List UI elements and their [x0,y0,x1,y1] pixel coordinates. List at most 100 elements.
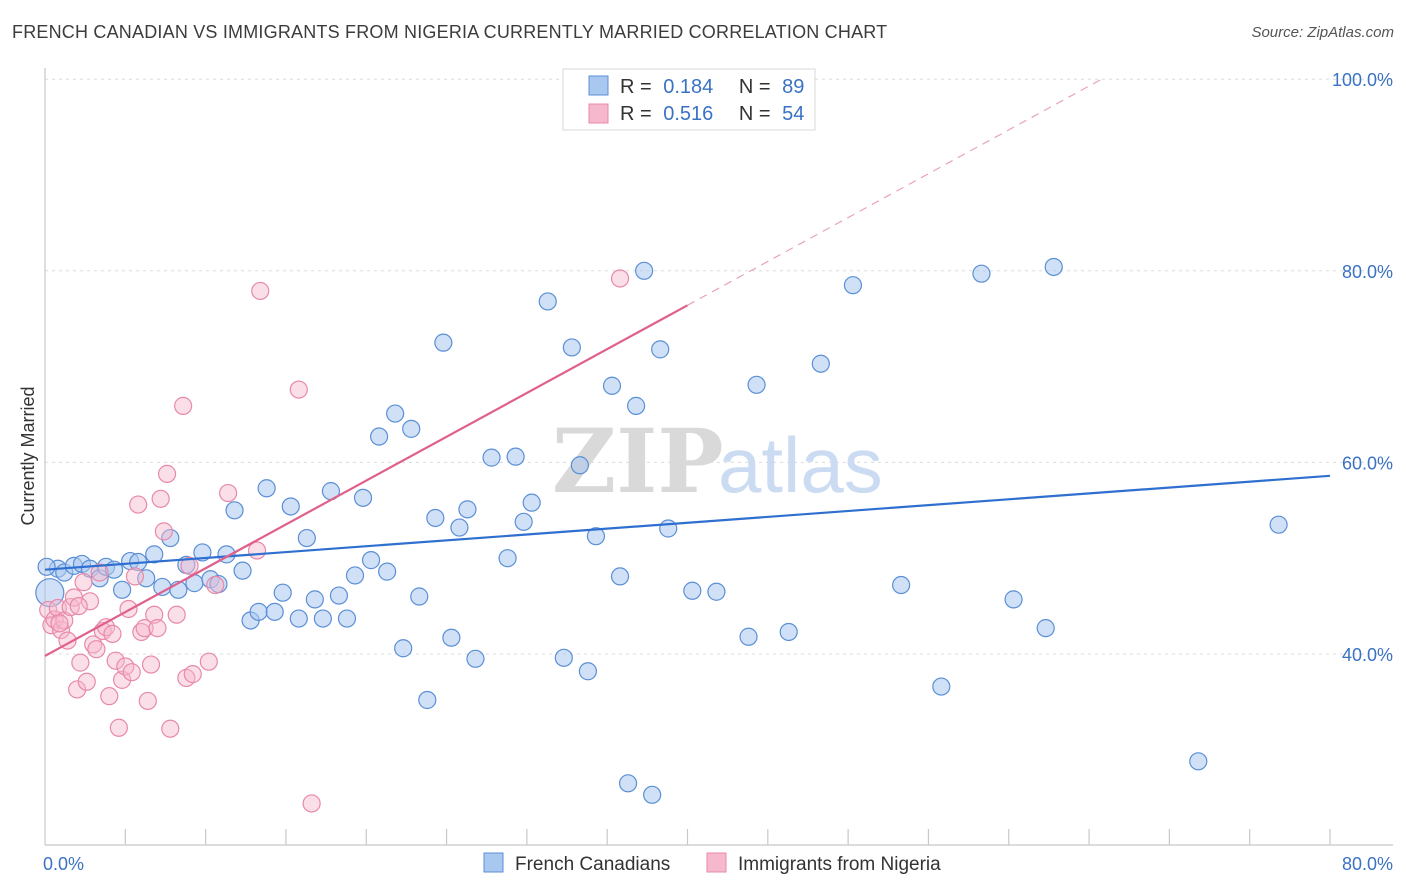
nigeria-point [289,380,308,399]
french-canadian-point [273,583,292,602]
french-canadian-point [394,639,413,658]
french-canadian-point [578,662,598,681]
trend-line-french-canadians [44,474,1331,571]
french-canadian-point [442,628,461,647]
french-canadian-point [683,581,702,600]
french-canadian-point [386,404,405,423]
x-axis-ticks [124,829,1331,845]
french-canadian-point [434,333,453,352]
french-canadian-point [659,519,678,538]
french-canadian-point [747,375,766,394]
nigeria-point [100,687,119,706]
french-canadian-point [137,569,156,588]
french-canadian-point [281,497,300,516]
french-canadian-point [426,508,445,528]
trend-line-nigeria [44,304,689,657]
french-canadian-point [313,609,332,628]
nigeria-point [129,495,148,514]
nigeria-point [174,396,193,415]
y-axis-title: Currently Married [18,386,38,525]
french-canadian-point [161,528,180,548]
french-canadian-point [257,479,276,498]
french-canadian-point [361,551,381,570]
nigeria-point [141,655,161,674]
nigeria-point [145,605,164,624]
x-tick-label-80: 80.0% [1342,854,1393,874]
french-canadian-point [402,419,421,438]
nigeria-point [80,592,100,611]
nigeria-point [74,573,93,592]
nigeria-point [199,652,218,671]
french-canadian-point [538,292,557,311]
nigeria-point [251,281,270,301]
french-canadian-point [514,512,533,531]
french-canadian-point [145,545,164,564]
french-canadian-point [345,566,365,585]
chart-title: FRENCH CANADIAN VS IMMIGRANTS FROM NIGER… [12,22,888,42]
nigeria-point [125,567,145,586]
french-canadian-point [643,785,662,804]
french-canadian-point [522,493,541,512]
trend-line-nigeria-extension [687,76,1106,306]
nigeria-point [151,489,170,508]
legend-box: R = 0.184 N = 89 R = 0.516 N = 54 [562,68,816,131]
nigeria-point [103,624,122,643]
nigeria-point [71,653,90,672]
legend-row-blue: R = 0.184 N = 89 [620,76,804,98]
french-canadian-point [739,627,758,646]
watermark-atlas: atlas [718,421,883,509]
nigeria-point [109,718,128,737]
legend-swatch-pink [588,103,609,124]
nigeria-point [167,605,186,624]
nigeria-point [77,672,96,691]
french-canadian-point [586,527,606,546]
french-canadian-point [410,587,429,606]
french-canadian-point [337,609,357,628]
french-canadian-point [458,500,477,519]
french-canadian-point [112,580,132,599]
nigeria-point [161,719,180,738]
nigeria-point [135,619,154,638]
french-canadian-point [193,543,212,562]
french-canadian-point [1269,515,1288,534]
french-canadian-point [602,376,622,395]
nigeria-point [180,556,199,575]
bottom-legend-label-pink: Immigrants from Nigeria [738,854,941,875]
french-canadian-point [843,276,863,295]
french-canadian-point [450,518,469,537]
french-canadian-point [37,557,56,576]
bottom-legend: French Canadians Immigrants from Nigeria [483,852,941,875]
nigeria-point [157,464,177,483]
french-canadian-point [892,575,911,595]
french-canadian-point [418,690,437,710]
french-canadian-point [225,501,244,520]
series-french-canadians [35,257,1288,804]
nigeria-point [302,794,321,813]
french-canadian-point [289,609,308,628]
y-axis-labels: 40.0% 60.0% 80.0% 100.0% [1332,70,1393,665]
french-canadian-point [305,590,324,609]
trend-lines [44,76,1331,657]
french-canadian-point [707,582,726,601]
y-tick-label-80: 80.0% [1342,262,1393,282]
french-canadian-point [626,396,646,415]
french-canadian-point [570,456,589,475]
y-tick-label-60: 60.0% [1342,453,1393,473]
nigeria-point [106,651,125,670]
french-canadian-point [554,648,573,667]
nigeria-point [51,620,71,640]
nigeria-point [50,614,69,633]
french-canadian-point [297,528,316,548]
french-canadian-point [482,448,501,467]
nigeria-point [69,596,88,616]
nigeria-point [90,563,109,582]
nigeria-point [87,640,106,659]
nigeria-point [206,575,225,595]
nigeria-point [148,619,167,638]
y-tick-label-100: 100.0% [1332,70,1393,90]
nigeria-point [112,670,132,689]
nigeria-point [122,663,141,682]
french-canadian-point [635,261,654,280]
french-canadian-point [233,561,252,580]
